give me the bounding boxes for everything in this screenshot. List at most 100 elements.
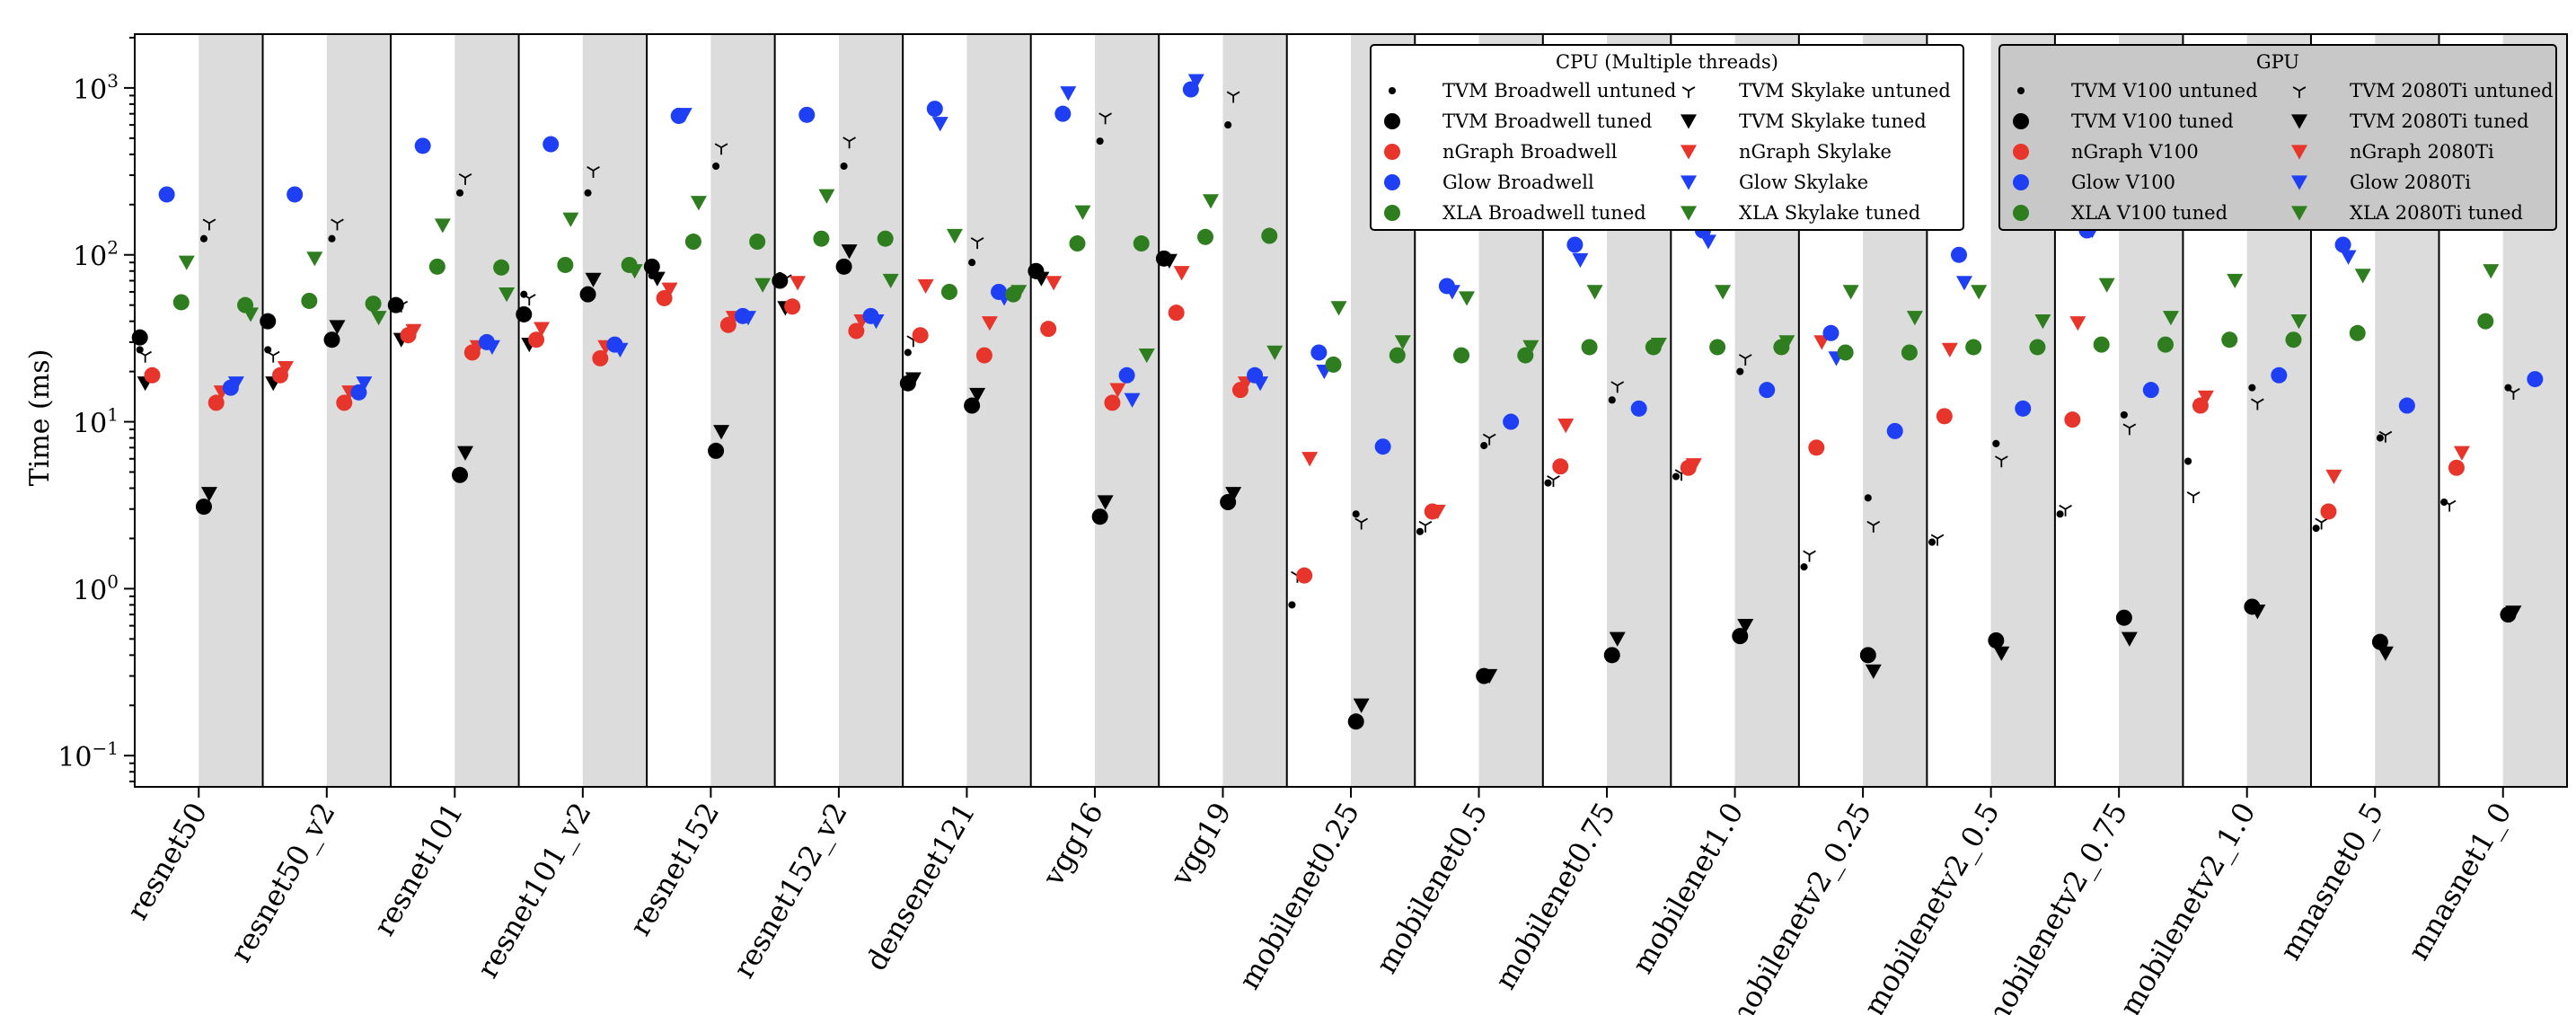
data-point [1443, 285, 1460, 300]
legend-box [1370, 44, 1964, 231]
x-tick-label: mobilenetv2_0.5 [1857, 797, 2007, 1015]
legend-entry: Glow Skylake [1739, 172, 1868, 193]
data-point [1859, 647, 1876, 664]
data-point [1197, 228, 1214, 245]
data-point [1074, 205, 1091, 220]
data-point [1133, 235, 1150, 252]
data-point [2354, 269, 2371, 284]
legend-marker [1681, 206, 1697, 221]
data-point [1353, 698, 1370, 713]
data-point [243, 307, 260, 322]
data-point [2197, 390, 2214, 405]
gpu-half-shade [198, 34, 263, 787]
x-tick-label: resnet50 [119, 797, 214, 926]
data-point [1837, 344, 1854, 361]
data-point [336, 394, 353, 411]
data-point [1906, 311, 1923, 326]
data-point [585, 272, 602, 287]
data-point [387, 296, 404, 313]
data-point [1187, 74, 1204, 89]
data-point [1109, 383, 1126, 398]
legend-marker [1681, 114, 1697, 129]
legend-box [1998, 44, 2557, 231]
legend-entry: TVM Broadwell untuned [1442, 80, 1676, 102]
x-tick-label: mnasnet0_5 [2272, 797, 2390, 966]
data-point [1160, 253, 1178, 269]
data-point [227, 376, 244, 392]
data-point [1994, 455, 2008, 468]
gpu-half-shade [326, 34, 392, 787]
data-point [1715, 285, 1732, 300]
data-point [877, 230, 894, 247]
legends: CPU (Multiple threads) TVM Broadwell untu… [1370, 44, 2557, 231]
data-point [1992, 439, 2000, 447]
data-point [2453, 446, 2470, 461]
data-point [144, 366, 161, 384]
data-point [1603, 647, 1620, 664]
data-point [926, 101, 943, 118]
data-point [1699, 234, 1716, 250]
data-point [2505, 605, 2522, 621]
data-point [1310, 344, 1328, 361]
y-tick-label: 103 [73, 70, 119, 106]
data-point [1808, 439, 1825, 456]
data-point [458, 172, 472, 185]
data-point [784, 298, 801, 315]
data-point [1778, 335, 1795, 350]
legend-marker [2016, 86, 2025, 95]
legend-marker [2013, 113, 2029, 129]
data-point [1091, 508, 1108, 525]
data-point [1096, 137, 1104, 146]
data-point [2221, 331, 2238, 349]
data-point [1566, 236, 1584, 253]
data-point [1069, 235, 1086, 252]
data-point [931, 117, 948, 132]
data-point [1732, 628, 1749, 645]
data-point [2142, 382, 2159, 399]
y-tick-label: 102 [73, 237, 119, 273]
data-point [579, 286, 596, 303]
data-point [968, 259, 976, 267]
data-point [643, 258, 660, 275]
data-point [2157, 336, 2174, 353]
data-point [1352, 510, 1360, 518]
data-point [1557, 419, 1575, 434]
data-point [266, 350, 280, 363]
data-point [1481, 668, 1498, 684]
data-point [2184, 457, 2192, 465]
data-point [1394, 335, 1411, 350]
data-point [207, 394, 225, 411]
data-point [2442, 499, 2457, 512]
data-point [684, 234, 701, 251]
data-point [2034, 314, 2051, 330]
legend-marker [1681, 86, 1696, 99]
legend-entry: TVM V100 untuned [2071, 80, 2258, 102]
data-point [2015, 400, 2032, 417]
data-point [912, 327, 929, 344]
data-point [1630, 400, 1647, 417]
data-point [904, 372, 922, 387]
data-point [434, 218, 451, 234]
legend-entry: TVM Broadwell tuned [1442, 110, 1652, 132]
data-point [178, 255, 195, 270]
data-point [584, 189, 592, 197]
legend-marker [2291, 114, 2307, 129]
data-point [1886, 422, 1903, 439]
data-point [842, 137, 856, 149]
x-tick-label: resnet152_v2 [727, 797, 854, 984]
y-tick-label: 100 [73, 570, 119, 606]
data-point [1866, 520, 1881, 533]
legend-entry: TVM V100 tuned [2071, 110, 2234, 132]
gpu-half-shade [710, 34, 775, 787]
data-point [195, 499, 212, 516]
data-point [587, 166, 600, 178]
data-point [1759, 382, 1776, 399]
data-point [2285, 331, 2302, 349]
data-point [813, 230, 830, 247]
data-point [1971, 285, 1988, 300]
data-point [1709, 339, 1726, 356]
data-point [1822, 324, 1839, 341]
data-point [1010, 285, 1028, 300]
data-point [131, 329, 148, 346]
data-point [946, 228, 963, 244]
